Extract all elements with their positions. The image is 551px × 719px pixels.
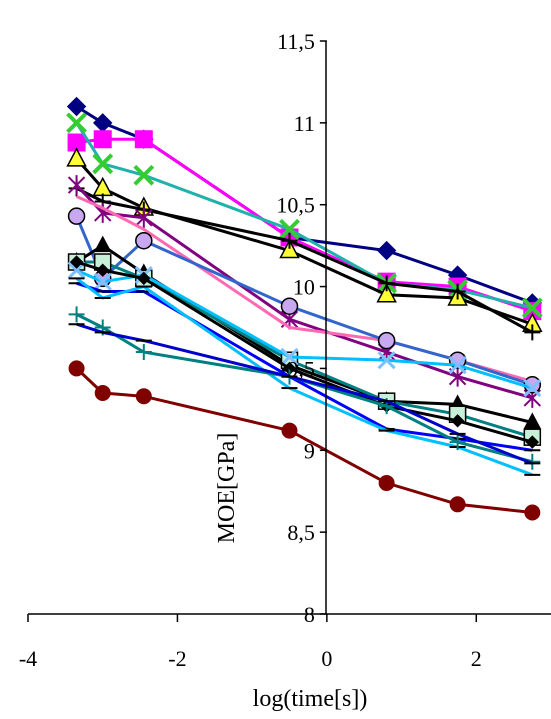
data-point xyxy=(67,207,86,225)
data-point xyxy=(93,113,113,133)
data-point xyxy=(279,218,300,240)
y-axis-label: MOE[GPa] xyxy=(214,433,240,544)
data-point xyxy=(521,297,543,319)
data-point xyxy=(67,133,86,152)
data-point xyxy=(93,272,112,291)
axes-layer xyxy=(28,41,551,615)
data-point xyxy=(281,232,298,249)
data-point xyxy=(449,434,466,451)
series-15 xyxy=(68,322,541,465)
data-point xyxy=(94,384,111,401)
data-point xyxy=(448,356,467,375)
data-point xyxy=(378,475,395,492)
series-16 xyxy=(68,360,541,521)
y-tick-label: 9 xyxy=(304,438,315,463)
x-tick-label: -4 xyxy=(19,646,37,671)
data-point xyxy=(281,422,298,439)
data-point xyxy=(376,283,397,303)
data-point xyxy=(66,147,87,167)
data-point xyxy=(524,324,541,341)
data-point xyxy=(449,496,466,513)
data-point xyxy=(69,255,84,269)
data-point xyxy=(67,175,86,196)
data-point xyxy=(66,112,87,134)
y-tick-label: 10,5 xyxy=(276,193,315,218)
x-tick-label: 0 xyxy=(321,646,332,671)
y-tick-label: 11,5 xyxy=(277,29,315,54)
data-point xyxy=(524,504,541,521)
x-axis-label: log(time[s]) xyxy=(253,686,368,712)
data-point xyxy=(93,235,112,253)
data-point xyxy=(137,271,151,286)
data-point xyxy=(68,360,85,377)
data-point xyxy=(96,263,110,277)
data-point xyxy=(450,414,465,428)
data-point xyxy=(134,130,153,149)
data-point xyxy=(92,153,114,175)
data-point xyxy=(135,231,153,250)
data-point xyxy=(135,344,152,361)
data-point xyxy=(279,238,300,259)
data-point xyxy=(68,306,85,323)
data-point xyxy=(135,207,153,228)
series-layer xyxy=(66,96,543,521)
y-tick-label: 9,5 xyxy=(287,356,315,381)
y-tick-label: 8 xyxy=(304,602,315,627)
data-point xyxy=(377,351,396,370)
y-tick-label: 10 xyxy=(293,275,315,300)
data-point xyxy=(280,347,299,367)
tick-layer: 8 8,5 9 9,5 10 10,5 11 11,5 -4 -2 0 2 xyxy=(19,29,482,671)
x-tick-label: -2 xyxy=(168,646,186,671)
data-point xyxy=(66,96,87,117)
data-point xyxy=(449,283,466,300)
data-point xyxy=(135,388,152,405)
data-point xyxy=(377,331,396,350)
data-point xyxy=(93,130,112,149)
y-tick-label: 11 xyxy=(294,111,315,136)
data-point xyxy=(378,275,395,292)
data-point xyxy=(94,202,112,223)
data-point xyxy=(280,297,299,315)
y-tick-label: 8,5 xyxy=(287,520,315,545)
data-point xyxy=(133,164,155,186)
x-tick-label: 2 xyxy=(471,646,482,671)
data-point xyxy=(525,435,540,449)
data-point xyxy=(523,379,542,398)
series-7 xyxy=(67,207,542,394)
data-point xyxy=(376,240,397,261)
data-point xyxy=(523,376,542,394)
